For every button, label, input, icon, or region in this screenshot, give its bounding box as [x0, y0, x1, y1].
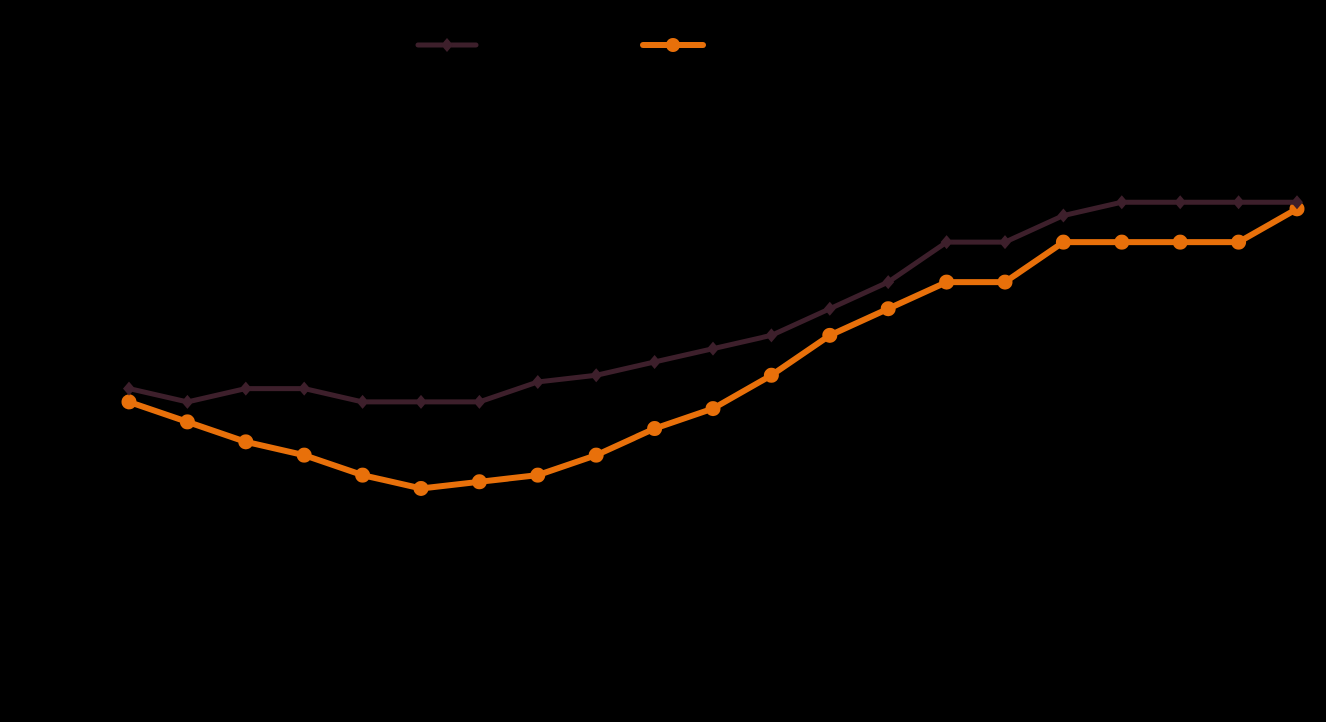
legend-marker-1 [441, 38, 453, 52]
data-point-s2-4 [296, 447, 312, 463]
data-point-s1-9 [590, 368, 603, 383]
data-point-s1-15 [940, 235, 953, 250]
data-point-s1-16 [999, 235, 1011, 250]
data-point-s1-3 [239, 381, 252, 396]
series-1 [123, 195, 1303, 409]
data-point-s1-14 [882, 275, 895, 290]
data-point-s2-9 [588, 447, 604, 463]
data-point-s1-21 [1291, 195, 1303, 210]
data-point-s2-2 [179, 414, 195, 430]
series-2 [121, 201, 1305, 496]
data-point-s1-17 [1057, 208, 1070, 223]
data-point-s1-8 [531, 374, 544, 389]
data-point-s2-18 [1114, 234, 1130, 250]
data-point-s2-5 [355, 467, 371, 483]
data-point-s2-13 [822, 327, 838, 343]
data-point-s2-1 [121, 394, 137, 410]
data-point-s2-8 [530, 467, 546, 483]
legend-item-2 [640, 38, 706, 52]
data-point-s1-6 [415, 394, 427, 409]
data-point-s1-19 [1174, 195, 1187, 210]
data-point-s2-7 [471, 474, 487, 490]
data-point-s2-15 [939, 274, 955, 290]
gridlines [129, 107, 1297, 577]
series-layer [121, 195, 1305, 496]
data-point-s2-6 [413, 480, 429, 496]
data-point-s2-14 [880, 301, 896, 317]
data-point-s2-19 [1172, 234, 1188, 250]
series-line-1 [126, 199, 1300, 405]
legend-marker-2 [666, 38, 680, 52]
data-point-s1-11 [707, 341, 719, 356]
data-point-s2-12 [763, 367, 779, 383]
data-point-s1-1 [123, 381, 135, 396]
data-point-s1-13 [823, 301, 836, 316]
legend-item-1 [415, 38, 479, 52]
data-point-s2-20 [1231, 234, 1247, 250]
data-point-s1-10 [648, 354, 661, 369]
data-point-s2-16 [997, 274, 1013, 290]
data-point-s1-18 [1115, 195, 1128, 210]
data-point-s1-4 [298, 381, 311, 396]
data-point-s1-7 [473, 394, 486, 409]
data-point-s2-11 [705, 401, 721, 417]
data-point-s1-12 [765, 328, 778, 343]
legend [415, 38, 706, 52]
data-point-s1-5 [356, 394, 369, 409]
data-point-s1-2 [181, 394, 194, 409]
data-point-s2-17 [1055, 234, 1071, 250]
data-point-s2-10 [647, 421, 663, 437]
data-point-s1-20 [1232, 195, 1245, 210]
data-point-s2-3 [238, 434, 254, 450]
